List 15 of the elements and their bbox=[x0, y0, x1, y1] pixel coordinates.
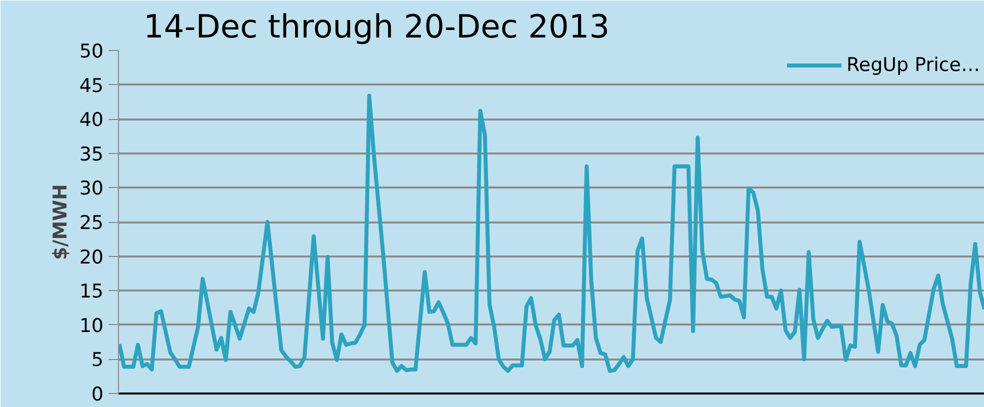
y-tick-label: 10 bbox=[79, 314, 104, 337]
y-tick-label: 20 bbox=[79, 246, 104, 268]
line-series bbox=[118, 94, 984, 373]
y-tick-label: 15 bbox=[79, 280, 104, 303]
legend-label: RegUp Price… bbox=[846, 54, 980, 76]
y-tick-label: 25 bbox=[79, 212, 104, 234]
y-tick-label: 45 bbox=[79, 74, 104, 97]
y-axis-title: $/MWH bbox=[49, 184, 72, 260]
y-tick-label: 5 bbox=[91, 349, 104, 372]
y-tick-label: 30 bbox=[79, 178, 104, 200]
chart-title: 14-Dec through 20-Dec 2013 bbox=[144, 8, 610, 46]
y-tick-label: 40 bbox=[79, 109, 104, 132]
y-tick-label: 50 bbox=[79, 40, 104, 62]
y-tick-label: 0 bbox=[91, 384, 104, 406]
y-tick-label: 35 bbox=[79, 143, 104, 166]
